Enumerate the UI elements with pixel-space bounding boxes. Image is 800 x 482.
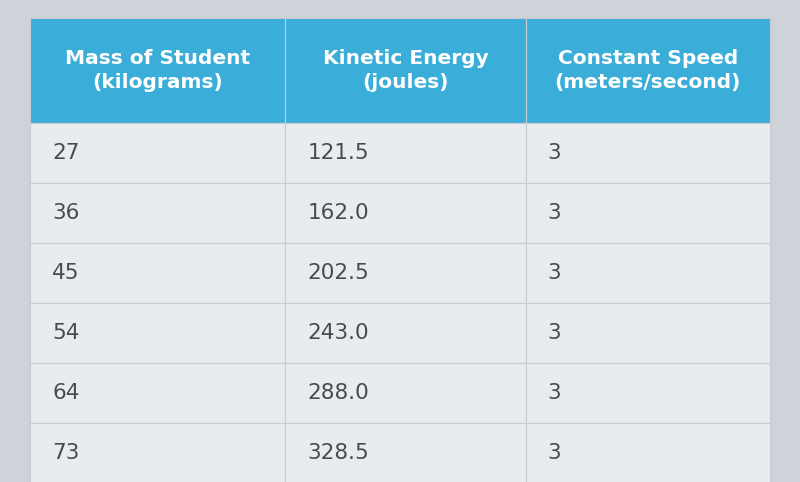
- Bar: [30, 123, 286, 183]
- Text: 3: 3: [548, 323, 562, 343]
- Text: 3: 3: [548, 143, 562, 163]
- Text: 288.0: 288.0: [307, 383, 369, 403]
- Text: 162.0: 162.0: [307, 203, 369, 223]
- Text: 3: 3: [548, 383, 562, 403]
- Text: 54: 54: [52, 323, 79, 343]
- Text: 64: 64: [52, 383, 79, 403]
- Bar: [526, 123, 770, 183]
- Text: Constant Speed
(meters/second): Constant Speed (meters/second): [554, 49, 741, 92]
- Bar: [286, 423, 526, 482]
- Bar: [526, 18, 770, 123]
- Bar: [286, 243, 526, 303]
- Bar: [286, 123, 526, 183]
- Bar: [30, 18, 286, 123]
- Text: 243.0: 243.0: [307, 323, 369, 343]
- Text: 202.5: 202.5: [307, 263, 369, 283]
- Text: 121.5: 121.5: [307, 143, 369, 163]
- Text: 3: 3: [548, 443, 562, 463]
- Bar: [526, 363, 770, 423]
- Bar: [286, 363, 526, 423]
- Bar: [286, 18, 526, 123]
- Text: 3: 3: [548, 203, 562, 223]
- Bar: [30, 243, 286, 303]
- Text: Mass of Student
(kilograms): Mass of Student (kilograms): [65, 49, 250, 92]
- Bar: [30, 183, 286, 243]
- Text: 73: 73: [52, 443, 79, 463]
- Bar: [286, 303, 526, 363]
- Text: 36: 36: [52, 203, 79, 223]
- Text: Kinetic Energy
(joules): Kinetic Energy (joules): [322, 49, 489, 92]
- Text: 3: 3: [548, 263, 562, 283]
- Text: 328.5: 328.5: [307, 443, 369, 463]
- Bar: [526, 423, 770, 482]
- Bar: [30, 423, 286, 482]
- Bar: [30, 303, 286, 363]
- Bar: [30, 363, 286, 423]
- Bar: [286, 183, 526, 243]
- Text: 45: 45: [52, 263, 79, 283]
- Bar: [526, 303, 770, 363]
- Bar: [526, 183, 770, 243]
- Bar: [526, 243, 770, 303]
- Text: 27: 27: [52, 143, 79, 163]
